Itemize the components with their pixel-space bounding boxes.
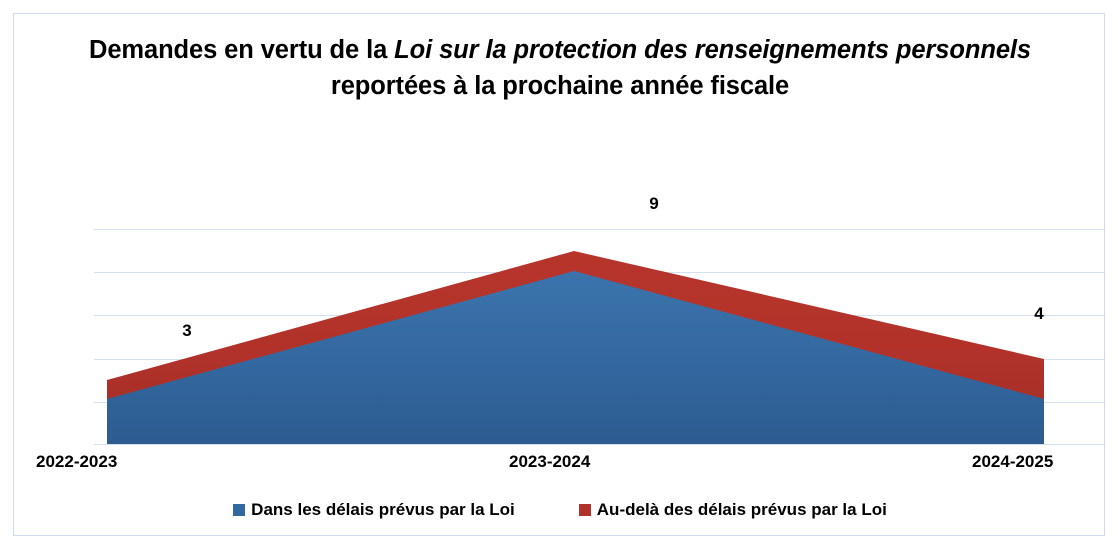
area-series-within-deadline xyxy=(107,271,1044,444)
legend-label-within-deadline: Dans les délais prévus par la Loi xyxy=(251,500,515,519)
x-axis-tick-2022-2023: 2022-2023 xyxy=(36,452,118,471)
gridline-0 xyxy=(94,444,1104,445)
chart-title: Demandes en vertu de la Loi sur la prote… xyxy=(74,32,1046,104)
x-axis-tick-2023-2024: 2023-2024 xyxy=(509,452,591,471)
data-label-2024-2025: 4 xyxy=(1034,304,1044,323)
legend-swatch-red-icon xyxy=(578,504,591,516)
plot-area: 3 9 4 xyxy=(94,194,1104,445)
data-label-2023-2024: 9 xyxy=(649,194,659,213)
chart-title-part-3: reportées à la prochaine année fiscale xyxy=(330,72,790,100)
stacked-area-plot xyxy=(107,251,1044,444)
chart-title-part-italic: Loi sur la protection des renseignements… xyxy=(394,36,1031,64)
chart-legend: Dans les délais prévus par la Loi Au-del… xyxy=(14,500,1106,520)
legend-swatch-blue-icon xyxy=(233,504,246,516)
legend-item-within-deadline[interactable]: Dans les délais prévus par la Loi xyxy=(233,500,515,520)
legend-label-beyond-deadline: Au-delà des délais prévus par la Loi xyxy=(596,500,887,519)
x-axis-tick-2024-2025: 2024-2025 xyxy=(972,452,1054,471)
chart-container: Demandes en vertu de la Loi sur la prote… xyxy=(13,13,1105,536)
chart-title-part-1: Demandes en vertu de la xyxy=(89,36,395,64)
data-label-2022-2023: 3 xyxy=(182,321,192,340)
legend-item-beyond-deadline[interactable]: Au-delà des délais prévus par la Loi xyxy=(578,500,887,520)
gridline-10 xyxy=(94,229,1104,230)
